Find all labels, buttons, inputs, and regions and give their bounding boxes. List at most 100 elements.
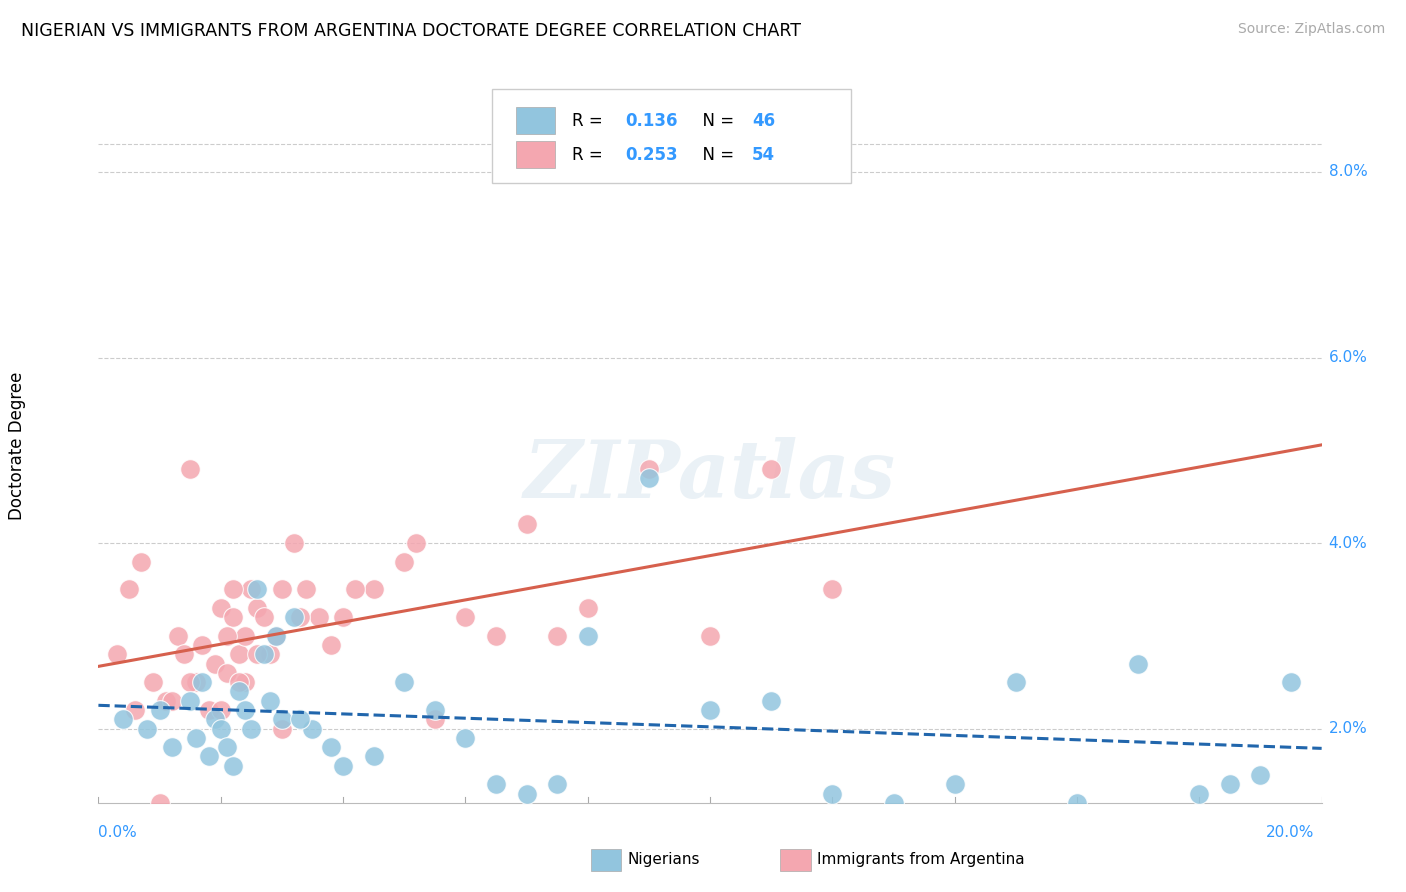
- Text: 0.0%: 0.0%: [98, 825, 138, 840]
- Point: [308, 610, 330, 624]
- Point: [240, 582, 263, 597]
- Text: Source: ZipAtlas.com: Source: ZipAtlas.com: [1237, 22, 1385, 37]
- Point: [233, 703, 256, 717]
- Point: [228, 684, 250, 698]
- Point: [301, 722, 323, 736]
- Point: [246, 648, 269, 662]
- Point: [173, 648, 195, 662]
- Point: [423, 703, 446, 717]
- Text: R =: R =: [572, 112, 609, 129]
- Text: NIGERIAN VS IMMIGRANTS FROM ARGENTINA DOCTORATE DEGREE CORRELATION CHART: NIGERIAN VS IMMIGRANTS FROM ARGENTINA DO…: [21, 22, 801, 40]
- Point: [344, 582, 367, 597]
- Point: [246, 601, 269, 615]
- Point: [259, 694, 281, 708]
- Text: Immigrants from Argentina: Immigrants from Argentina: [817, 853, 1025, 867]
- Point: [215, 665, 238, 680]
- Point: [118, 582, 141, 597]
- Point: [516, 517, 538, 532]
- Text: 4.0%: 4.0%: [1329, 535, 1368, 550]
- Point: [699, 629, 721, 643]
- Point: [883, 796, 905, 810]
- Point: [209, 703, 232, 717]
- Point: [485, 777, 508, 791]
- Point: [363, 582, 385, 597]
- Point: [124, 703, 146, 717]
- Point: [215, 629, 238, 643]
- Point: [228, 648, 250, 662]
- Point: [821, 582, 844, 597]
- Point: [252, 610, 274, 624]
- Point: [270, 712, 294, 726]
- Point: [1128, 657, 1150, 671]
- Point: [222, 758, 245, 772]
- Point: [699, 703, 721, 717]
- Text: 0.136: 0.136: [626, 112, 678, 129]
- Text: 46: 46: [752, 112, 775, 129]
- Point: [576, 629, 599, 643]
- Point: [295, 582, 318, 597]
- Point: [105, 648, 128, 662]
- Point: [319, 740, 342, 755]
- Point: [761, 462, 783, 476]
- Point: [197, 749, 219, 764]
- Point: [1279, 675, 1302, 690]
- Point: [423, 712, 446, 726]
- Point: [179, 675, 201, 690]
- Point: [186, 675, 208, 690]
- Point: [637, 471, 661, 485]
- Point: [516, 787, 538, 801]
- Point: [332, 758, 354, 772]
- Point: [332, 610, 354, 624]
- Point: [136, 722, 159, 736]
- Point: [392, 555, 416, 569]
- Point: [1188, 787, 1211, 801]
- Point: [1219, 777, 1241, 791]
- Text: Nigerians: Nigerians: [627, 853, 700, 867]
- Text: ZIPatlas: ZIPatlas: [524, 437, 896, 515]
- Point: [155, 694, 177, 708]
- Point: [283, 610, 305, 624]
- Text: Doctorate Degree: Doctorate Degree: [8, 372, 25, 520]
- Text: N =: N =: [692, 112, 740, 129]
- Point: [179, 462, 201, 476]
- Point: [179, 694, 201, 708]
- Point: [246, 582, 269, 597]
- Point: [160, 740, 183, 755]
- Point: [319, 638, 342, 652]
- Point: [546, 777, 568, 791]
- Point: [204, 712, 226, 726]
- Point: [215, 740, 238, 755]
- Point: [129, 555, 152, 569]
- Point: [270, 582, 294, 597]
- Point: [149, 796, 172, 810]
- Point: [363, 749, 385, 764]
- Text: 54: 54: [752, 145, 775, 163]
- Text: 6.0%: 6.0%: [1329, 350, 1368, 365]
- Point: [228, 675, 250, 690]
- Text: 8.0%: 8.0%: [1329, 164, 1368, 179]
- Text: 20.0%: 20.0%: [1267, 825, 1315, 840]
- Point: [142, 675, 165, 690]
- Point: [761, 694, 783, 708]
- Point: [167, 629, 190, 643]
- Point: [485, 629, 508, 643]
- Point: [240, 722, 263, 736]
- Point: [290, 712, 312, 726]
- Point: [637, 462, 661, 476]
- Point: [222, 610, 245, 624]
- Point: [283, 536, 305, 550]
- Text: 0.253: 0.253: [626, 145, 678, 163]
- Point: [943, 777, 966, 791]
- Point: [160, 694, 183, 708]
- Point: [191, 638, 214, 652]
- Point: [186, 731, 208, 745]
- Point: [1250, 768, 1272, 782]
- Point: [546, 629, 568, 643]
- Point: [111, 712, 134, 726]
- Point: [259, 648, 281, 662]
- Point: [1066, 796, 1088, 810]
- Point: [197, 703, 219, 717]
- Point: [222, 582, 245, 597]
- Text: 2.0%: 2.0%: [1329, 721, 1368, 736]
- Point: [576, 601, 599, 615]
